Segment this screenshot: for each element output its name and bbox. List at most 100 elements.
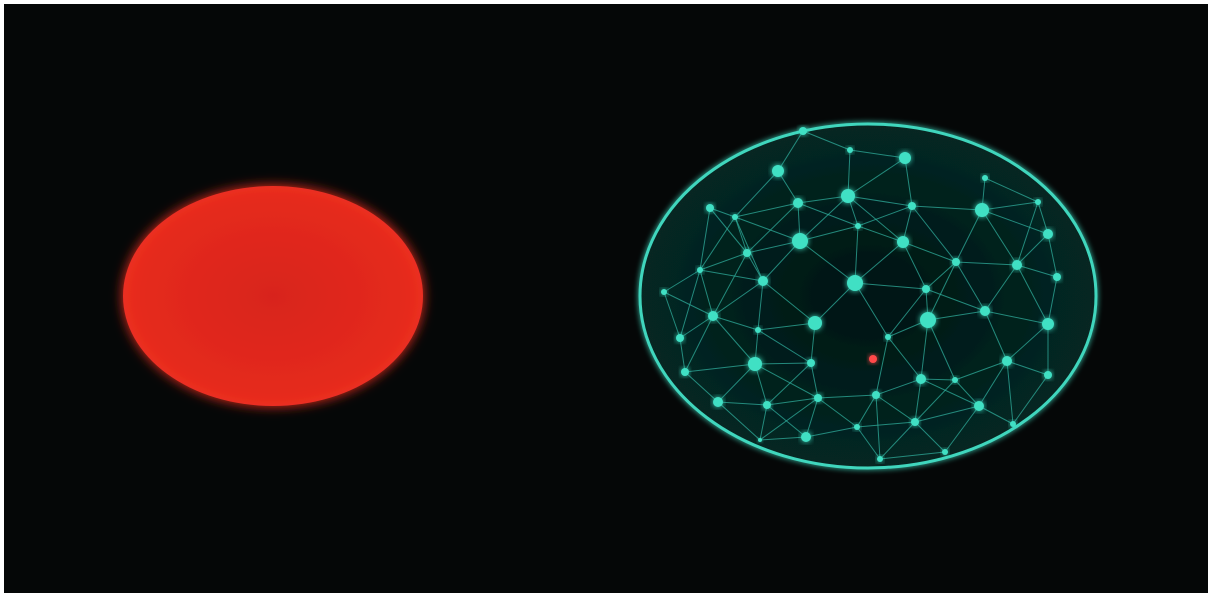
network-node bbox=[885, 334, 891, 340]
network-edge bbox=[981, 209, 1018, 266]
network-edge bbox=[759, 404, 768, 441]
network-node bbox=[697, 267, 703, 273]
network-edge bbox=[854, 282, 889, 338]
network-edge bbox=[978, 360, 1008, 407]
network-node bbox=[681, 368, 689, 376]
network-nodes bbox=[661, 127, 1061, 462]
network-node bbox=[676, 334, 684, 342]
network-edge bbox=[954, 379, 980, 407]
network-edge bbox=[802, 130, 851, 151]
network-edge bbox=[914, 405, 980, 423]
network-node bbox=[808, 316, 822, 330]
network-node bbox=[661, 289, 667, 295]
network-edge bbox=[856, 426, 881, 460]
network-edge bbox=[955, 261, 1018, 266]
network-edge bbox=[875, 336, 889, 396]
network-edge bbox=[734, 216, 801, 242]
network-edge bbox=[799, 225, 859, 242]
network-edge bbox=[777, 170, 799, 204]
network-node bbox=[1042, 318, 1054, 330]
network-node bbox=[942, 449, 948, 455]
network-node bbox=[920, 312, 936, 328]
network-node bbox=[792, 233, 808, 249]
network-edge bbox=[814, 282, 856, 324]
network-edge bbox=[887, 336, 922, 380]
network-edge bbox=[849, 149, 906, 159]
network-edge bbox=[857, 225, 904, 243]
network-edge bbox=[734, 202, 799, 218]
network-edge bbox=[847, 157, 906, 197]
network-edge bbox=[875, 394, 881, 460]
network-edge bbox=[854, 225, 859, 284]
network-edge bbox=[734, 216, 748, 254]
network-node bbox=[758, 276, 768, 286]
network-node bbox=[807, 359, 815, 367]
network-edge bbox=[805, 426, 858, 438]
network-node bbox=[980, 306, 990, 316]
network-edge bbox=[927, 319, 956, 381]
network-edge bbox=[920, 378, 956, 381]
network-edge bbox=[817, 397, 858, 428]
network-edge bbox=[757, 322, 816, 331]
network-edge bbox=[754, 363, 819, 399]
network-edge bbox=[663, 269, 701, 293]
network-node bbox=[706, 204, 714, 212]
network-edge bbox=[817, 394, 877, 399]
network-edge bbox=[955, 209, 983, 263]
network-node bbox=[1035, 199, 1041, 205]
network-edge bbox=[759, 436, 807, 441]
network-edge bbox=[684, 315, 714, 373]
network-edge bbox=[984, 264, 1018, 312]
network-edge bbox=[914, 421, 946, 453]
network-node bbox=[772, 165, 784, 177]
network-edge bbox=[854, 241, 904, 284]
network-edge bbox=[734, 216, 764, 282]
network-edge bbox=[810, 362, 819, 399]
network-node bbox=[793, 198, 803, 208]
network-node bbox=[897, 236, 909, 248]
network-edge bbox=[1012, 374, 1049, 425]
network-edge bbox=[699, 269, 714, 317]
network-edge bbox=[1016, 264, 1058, 278]
network-edge bbox=[914, 379, 956, 423]
network-edge bbox=[847, 149, 851, 197]
network-edge bbox=[981, 209, 1049, 235]
network-edge bbox=[766, 362, 812, 406]
network-edge bbox=[766, 397, 819, 406]
network-node bbox=[1002, 356, 1012, 366]
network-node bbox=[922, 285, 930, 293]
network-node bbox=[911, 418, 919, 426]
network-node bbox=[952, 258, 960, 266]
network-node bbox=[1010, 421, 1016, 427]
network-node bbox=[877, 456, 883, 462]
network-node bbox=[841, 189, 855, 203]
network-node bbox=[974, 401, 984, 411]
network-node bbox=[872, 391, 880, 399]
network-edge bbox=[684, 371, 719, 403]
network-edge bbox=[777, 130, 804, 172]
network-edge bbox=[712, 315, 756, 365]
network-edge bbox=[746, 240, 801, 254]
network-edge bbox=[734, 170, 779, 218]
network-edge bbox=[902, 241, 927, 290]
network-edge bbox=[981, 201, 1039, 211]
network-node bbox=[847, 275, 863, 291]
network-node bbox=[801, 432, 811, 442]
network-node bbox=[799, 127, 807, 135]
network-node bbox=[1044, 371, 1052, 379]
network-edge bbox=[1047, 276, 1058, 325]
network-node bbox=[982, 175, 988, 181]
network-edge bbox=[857, 205, 913, 227]
network-edge bbox=[1016, 264, 1049, 325]
network-node bbox=[908, 202, 916, 210]
network-edge bbox=[1006, 323, 1049, 362]
network-edge bbox=[847, 195, 913, 207]
network-node bbox=[814, 394, 822, 402]
network-edge bbox=[797, 195, 849, 204]
network-node bbox=[732, 214, 738, 220]
network-edge bbox=[925, 288, 986, 312]
network-node bbox=[758, 438, 762, 442]
network-edge bbox=[799, 240, 856, 284]
network-node bbox=[743, 249, 751, 257]
